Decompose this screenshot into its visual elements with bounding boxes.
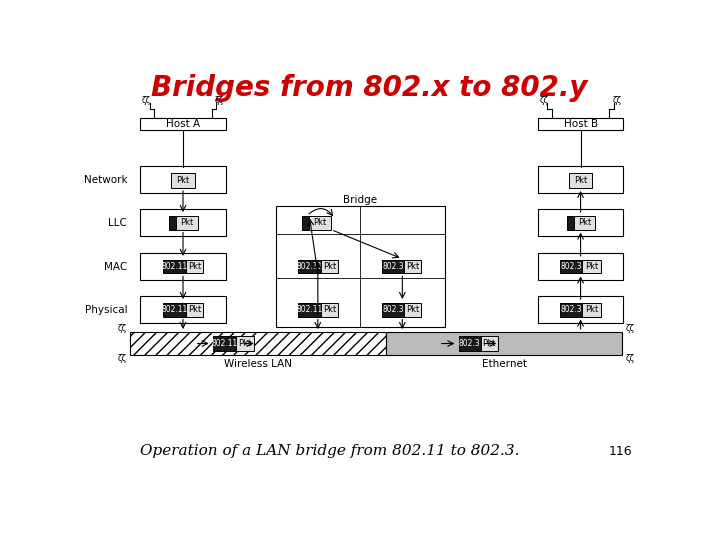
Text: 802.3: 802.3 — [382, 305, 404, 314]
Text: 116: 116 — [609, 445, 633, 458]
Bar — [567, 215, 574, 230]
Text: ζζ: ζζ — [626, 354, 634, 363]
Text: ζζ: ζζ — [626, 323, 634, 333]
Text: Pkt: Pkt — [574, 176, 588, 185]
Bar — [582, 260, 600, 273]
Bar — [404, 260, 421, 273]
Bar — [276, 206, 445, 327]
Bar — [321, 303, 338, 316]
Text: Pkt: Pkt — [188, 305, 202, 314]
Bar — [569, 173, 593, 188]
Text: ζζ: ζζ — [540, 97, 549, 105]
Text: 802.3: 802.3 — [560, 262, 582, 271]
Text: ζζ: ζζ — [613, 97, 621, 105]
Text: ζζ: ζζ — [118, 323, 127, 333]
Bar — [186, 260, 203, 273]
Text: Physical: Physical — [84, 305, 127, 315]
Bar — [574, 215, 595, 230]
Text: Wireless LAN: Wireless LAN — [224, 359, 292, 369]
Bar — [382, 303, 404, 316]
Text: MAC: MAC — [104, 261, 127, 272]
Bar — [538, 118, 624, 130]
Text: Pkt: Pkt — [585, 305, 598, 314]
Bar — [582, 303, 600, 316]
Text: Bridges from 802.x to 802.y: Bridges from 802.x to 802.y — [150, 74, 588, 102]
Bar — [176, 215, 198, 230]
Text: Pkt: Pkt — [406, 305, 419, 314]
Bar — [297, 303, 321, 316]
Text: Pkt: Pkt — [482, 339, 496, 348]
Bar — [538, 296, 624, 323]
Text: 802.3: 802.3 — [459, 339, 480, 348]
Text: 802.3: 802.3 — [382, 262, 404, 271]
Text: 802.11: 802.11 — [161, 305, 188, 314]
Bar — [140, 296, 225, 323]
Text: Pkt: Pkt — [323, 262, 336, 271]
Bar — [538, 209, 624, 236]
Text: Operation of a LAN bridge from 802.11 to 802.3.: Operation of a LAN bridge from 802.11 to… — [140, 444, 520, 458]
Text: Pkt: Pkt — [176, 176, 189, 185]
Bar — [386, 332, 622, 355]
Bar — [171, 173, 194, 188]
Bar — [163, 303, 186, 316]
Bar — [236, 336, 253, 351]
Text: Pkt: Pkt — [180, 218, 194, 227]
Bar — [140, 253, 225, 280]
Bar — [310, 215, 331, 230]
Bar — [186, 303, 203, 316]
Text: ζζ: ζζ — [118, 354, 127, 363]
Bar — [560, 260, 582, 273]
Bar — [321, 260, 338, 273]
Bar — [140, 118, 225, 130]
Text: Bridge: Bridge — [343, 194, 377, 205]
Bar — [140, 166, 225, 193]
Text: Pkt: Pkt — [323, 305, 336, 314]
Text: Host B: Host B — [564, 119, 598, 129]
Text: Pkt: Pkt — [578, 218, 591, 227]
Text: 802.11: 802.11 — [161, 262, 188, 271]
Text: 802.11: 802.11 — [212, 339, 238, 348]
Bar — [302, 215, 310, 230]
Text: LLC: LLC — [108, 218, 127, 228]
Text: Pkt: Pkt — [406, 262, 419, 271]
Text: Ethernet: Ethernet — [482, 359, 527, 369]
Bar — [404, 303, 421, 316]
Text: 802.11: 802.11 — [296, 305, 323, 314]
Text: Network: Network — [84, 176, 127, 185]
Bar — [538, 166, 624, 193]
Text: 802.3: 802.3 — [560, 305, 582, 314]
Text: Pkt: Pkt — [313, 218, 327, 227]
Bar — [538, 253, 624, 280]
Bar — [130, 332, 386, 355]
Bar — [140, 209, 225, 236]
Text: ζζ: ζζ — [215, 97, 224, 105]
Text: 802.11: 802.11 — [296, 262, 323, 271]
Bar — [481, 336, 498, 351]
Bar — [163, 260, 186, 273]
Bar — [560, 303, 582, 316]
Bar — [459, 336, 481, 351]
Bar — [297, 260, 321, 273]
Bar — [213, 336, 236, 351]
Bar — [169, 215, 176, 230]
Text: Pkt: Pkt — [188, 262, 202, 271]
Bar — [382, 260, 404, 273]
Text: Pkt: Pkt — [238, 339, 251, 348]
Text: Pkt: Pkt — [585, 262, 598, 271]
Text: Host A: Host A — [166, 119, 200, 129]
Text: ζζ: ζζ — [142, 97, 151, 105]
